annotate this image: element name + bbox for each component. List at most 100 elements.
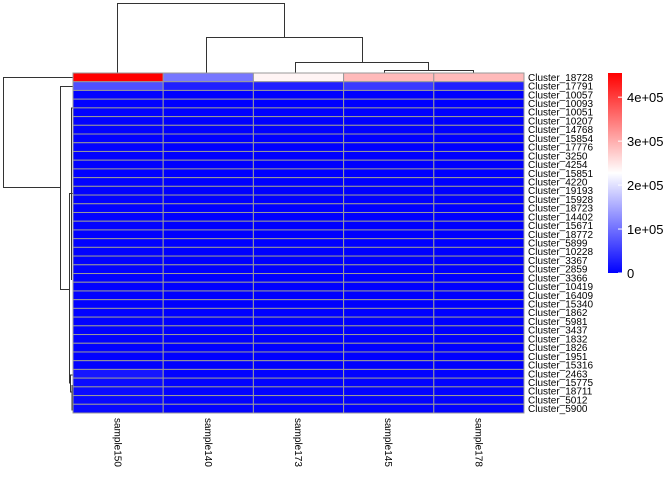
heatmap-cell [343, 116, 435, 126]
heatmap-cell [72, 255, 164, 266]
row-label: Cluster_18772 [528, 230, 593, 241]
heatmap-cell [252, 89, 345, 100]
row-label: Cluster_5981 [528, 317, 588, 328]
heatmap-cell [433, 316, 525, 327]
heatmap-cell [433, 351, 525, 362]
heatmap-cell [162, 325, 254, 336]
row-label: Cluster_2463 [528, 369, 588, 380]
heatmap-cell [162, 116, 254, 126]
column-label: sample173 [292, 418, 303, 467]
heatmap-cell [162, 299, 254, 309]
heatmap-cell [343, 168, 435, 179]
heatmap-cell [252, 273, 345, 283]
heatmap-cell [162, 142, 254, 152]
heatmap-cell [433, 177, 525, 187]
heatmap-cell [252, 81, 345, 91]
heatmap-cell [252, 351, 345, 362]
heatmap-cell [162, 238, 254, 248]
legend-tick-label: 2e+05 [627, 178, 664, 193]
color-legend: 0 1e+05 2e+05 3e+05 4e+05 [608, 73, 664, 281]
heatmap-cell [433, 211, 525, 222]
heatmap-cell [343, 81, 435, 91]
heatmap-cell [433, 124, 525, 135]
heatmap-cell [72, 342, 164, 353]
heatmap-cell [343, 211, 435, 222]
heatmap-cell [162, 368, 254, 379]
heatmap-cell [252, 316, 345, 327]
row-label: Cluster_1826 [528, 343, 588, 354]
heatmap-cell [162, 403, 254, 414]
heatmap-cell [72, 177, 164, 187]
heatmap-cell [162, 89, 254, 100]
heatmap-cell [252, 246, 345, 257]
heatmap-cell [433, 203, 525, 213]
heatmap-cell [433, 168, 525, 179]
heatmap-cell [252, 168, 345, 179]
row-label: Cluster_15854 [528, 134, 593, 145]
heatmap-cell [162, 273, 254, 283]
heatmap-cell [162, 211, 254, 222]
row-label: Cluster_10207 [528, 116, 593, 127]
row-label: Cluster_15851 [528, 169, 593, 180]
heatmap-cell [343, 281, 435, 292]
heatmap-cell [72, 238, 164, 248]
legend-tick-label: 4e+05 [627, 90, 664, 105]
heatmap-cell [433, 342, 525, 353]
row-label: Cluster_5900 [528, 404, 588, 415]
row-label: Cluster_3250 [528, 151, 588, 162]
heatmap-cell [343, 264, 435, 275]
row-label: Cluster_14402 [528, 212, 593, 223]
heatmap-cell [252, 107, 345, 118]
heatmap-cell [343, 395, 435, 405]
heatmap-cell [162, 342, 254, 353]
heatmap-cell [343, 133, 435, 144]
row-label: Cluster_17791 [528, 82, 593, 93]
heatmap-cell [72, 203, 164, 213]
heatmap-cell [72, 307, 164, 318]
row-label: Cluster_1951 [528, 352, 588, 363]
heatmap-cell [252, 342, 345, 353]
heatmap-cell [252, 133, 345, 144]
heatmap-cell [252, 72, 345, 83]
heatmap-cell [252, 299, 345, 309]
row-label: Cluster_14768 [528, 125, 593, 136]
heatmap-cell [72, 211, 164, 222]
heatmap-cell [252, 255, 345, 266]
heatmap-cell [433, 255, 525, 266]
heatmap-cell [433, 386, 525, 397]
heatmap-cell [252, 185, 345, 196]
heatmap-cell [343, 334, 435, 344]
heatmap-cell [433, 360, 525, 370]
heatmap-cell [343, 342, 435, 353]
heatmap-cell [343, 290, 435, 301]
heatmap-cell [72, 220, 164, 231]
heatmap-cell [252, 264, 345, 275]
heatmap-cell [252, 220, 345, 231]
heatmap-cell [162, 255, 254, 266]
column-label: sample140 [202, 418, 213, 467]
row-label: Cluster_2859 [528, 265, 588, 276]
heatmap-cell [343, 299, 435, 309]
heatmap-cell [72, 98, 164, 109]
heatmap-cell [343, 107, 435, 118]
heatmap-cell [343, 185, 435, 196]
heatmap-cell [252, 307, 345, 318]
heatmap-cell [72, 395, 164, 405]
row-label: Cluster_15671 [528, 221, 593, 232]
row-label: Cluster_3367 [528, 256, 588, 267]
heatmap-cell [72, 150, 164, 161]
heatmap-cell [162, 377, 254, 388]
heatmap-cell [343, 124, 435, 135]
heatmap-cell [72, 89, 164, 100]
heatmap-cell [252, 386, 345, 397]
heatmap-cell [72, 246, 164, 257]
heatmap-cell [162, 159, 254, 170]
heatmap-cell [343, 368, 435, 379]
heatmap-cell [433, 281, 525, 292]
heatmap-cell [72, 325, 164, 336]
row-label: Cluster_18711 [528, 387, 593, 398]
heatmap-cell [72, 229, 164, 240]
heatmap-cell [162, 133, 254, 144]
column-label: sample150 [112, 418, 123, 467]
